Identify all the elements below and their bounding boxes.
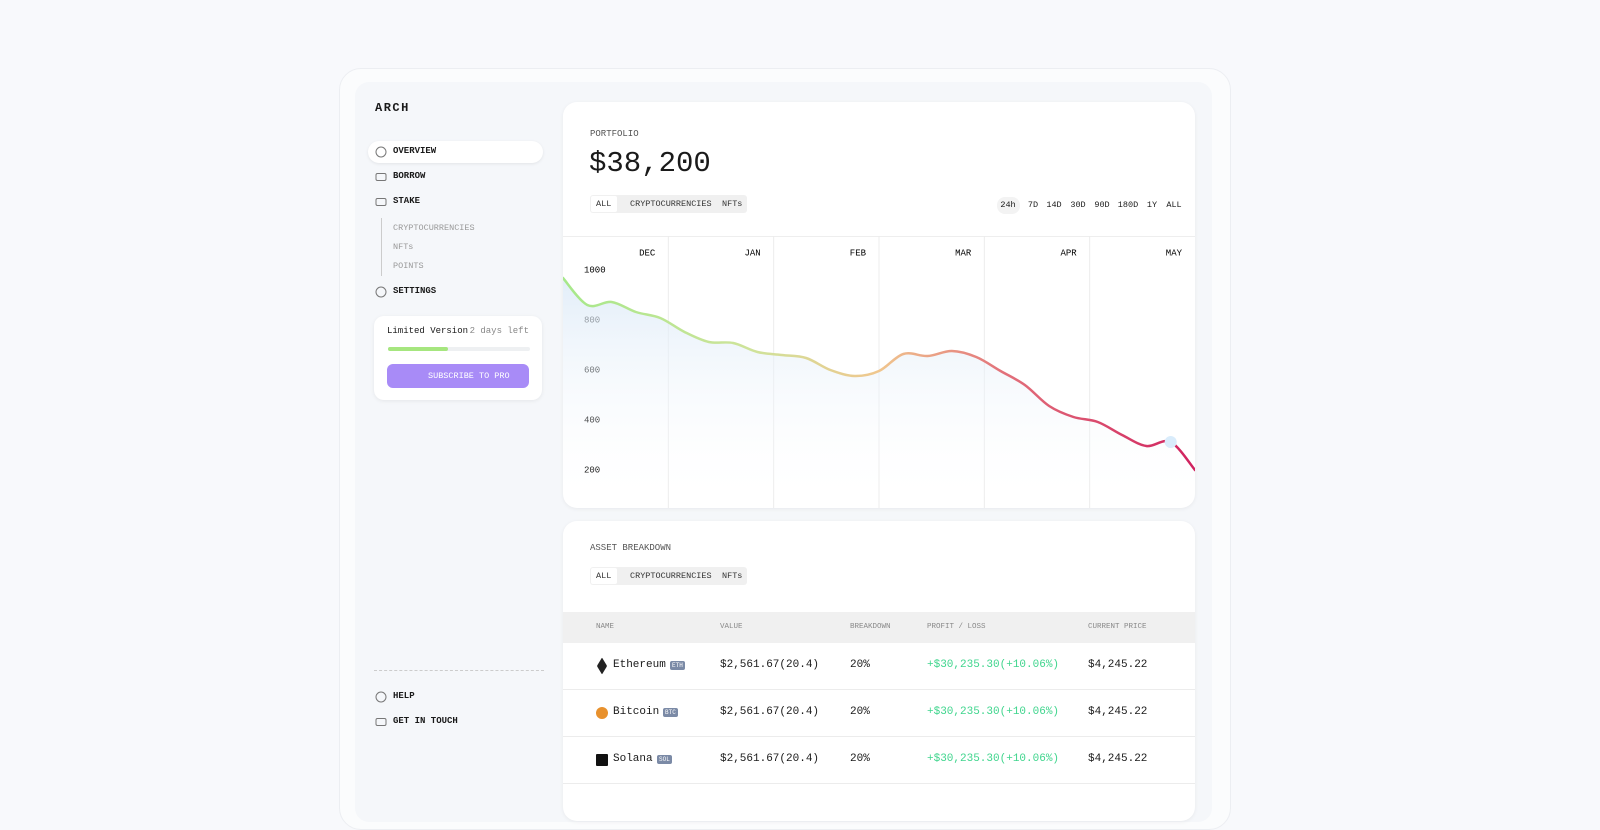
filter-tab[interactable]: NFTs — [722, 199, 743, 209]
table-header: VALUE — [720, 623, 743, 631]
filter-tab[interactable]: CRYPTOCURRENCIES — [630, 571, 712, 581]
filter-bar — [590, 195, 747, 213]
section-label: PORTFOLIO — [590, 129, 639, 139]
x-tick-label: JAN — [744, 248, 760, 258]
icon-shape — [375, 198, 387, 206]
nav-active-bg — [368, 141, 543, 163]
app: ARCH OVERVIEW BORROW STAKE CRYPTOCURRENCIES N… — [339, 68, 1231, 830]
x-tick-label: MAR — [955, 248, 972, 258]
asset-breakdown: 20% — [850, 659, 870, 671]
portfolio-chart: DECJANFEBMARAPRMAY2004006008001000 — [563, 236, 1195, 508]
nav-item[interactable]: HELP — [393, 691, 415, 701]
page: ARCH OVERVIEW BORROW STAKE CRYPTOCURRENCIES N… — [339, 68, 1231, 830]
table-row-divider — [563, 689, 1195, 690]
hover-point — [1164, 436, 1177, 448]
sub-nav-item[interactable]: NFTs — [393, 242, 414, 252]
coin-icon — [596, 707, 608, 719]
icon-shape — [375, 718, 387, 726]
progress-fill — [388, 347, 448, 351]
icon — [375, 691, 387, 703]
sidebar-divider — [374, 670, 544, 671]
line — [563, 276, 1195, 472]
range-tab[interactable]: 14D — [1046, 200, 1062, 210]
range-tab[interactable]: 90D — [1094, 200, 1110, 210]
asset-price: $4,245.22 — [1088, 753, 1148, 765]
asset-breakdown: 20% — [850, 753, 870, 765]
table-row-divider — [563, 783, 1195, 784]
asset-card — [563, 521, 1195, 821]
icon-shape — [375, 146, 387, 158]
brand: ARCH — [375, 101, 410, 115]
ticker-badge: BTC — [663, 708, 678, 717]
icon — [375, 146, 387, 158]
range-tab[interactable]: ALL — [1166, 200, 1182, 210]
filter-active — [591, 568, 617, 584]
range-tab[interactable]: 30D — [1070, 200, 1086, 210]
range-tab[interactable]: 24h — [1000, 200, 1016, 210]
sub-nav-item[interactable]: CRYPTOCURRENCIES — [393, 223, 475, 233]
asset-price: $4,245.22 — [1088, 659, 1148, 671]
coin-icon — [596, 754, 608, 766]
table-header: NAME — [596, 623, 615, 631]
subscribe-button[interactable] — [387, 364, 529, 388]
icon — [375, 198, 387, 206]
table-header-bg — [563, 612, 1195, 643]
asset-breakdown: 20% — [850, 706, 870, 718]
asset-name: Solana — [613, 753, 653, 765]
asset-price: $4,245.22 — [1088, 706, 1148, 718]
range-tab[interactable]: 7D — [1027, 200, 1039, 210]
filter-tab[interactable]: ALL — [596, 571, 612, 581]
filter-tab[interactable]: ALL — [596, 199, 612, 209]
icon — [375, 173, 387, 181]
nav-item[interactable]: STAKE — [393, 196, 421, 206]
icon-shape — [375, 286, 387, 298]
asset-value: $2,561.67(20.4) — [720, 659, 820, 671]
filter-tab[interactable]: CRYPTOCURRENCIES — [630, 199, 712, 209]
sub-nav-item[interactable]: POINTS — [393, 261, 424, 271]
asset-value: $2,561.67(20.4) — [720, 753, 820, 765]
x-tick-label: DEC — [639, 248, 656, 258]
table-header: BREAKDOWN — [850, 623, 891, 631]
icon — [375, 718, 387, 726]
range-tab[interactable]: 180D — [1117, 200, 1139, 210]
asset-profit: +$30,235.30(+10.06%) — [927, 753, 1060, 765]
promo-title: Limited Version — [387, 326, 469, 336]
nav-item[interactable]: OVERVIEW — [393, 146, 437, 156]
asset-name: Ethereum — [613, 659, 666, 671]
asset-name: Bitcoin — [613, 706, 660, 718]
ticker-badge: SOL — [657, 755, 672, 764]
portfolio-value: $38,200 — [589, 147, 711, 180]
filter-active — [591, 196, 617, 212]
asset-profit: +$30,235.30(+10.06%) — [927, 659, 1060, 671]
asset-value: $2,561.67(20.4) — [720, 706, 820, 718]
nav-item[interactable]: SETTINGS — [393, 286, 437, 296]
asset-profit: +$30,235.30(+10.06%) — [927, 706, 1060, 718]
subscribe-label[interactable]: SUBSCRIBE TO PRO — [428, 371, 510, 381]
nav-item[interactable]: BORROW — [393, 171, 426, 181]
ticker-badge: ETH — [670, 661, 685, 670]
sub-rail — [381, 218, 382, 276]
nav-item[interactable]: GET IN TOUCH — [393, 716, 458, 726]
x-tick-label: MAY — [1166, 248, 1183, 258]
promo-days: 2 days left — [469, 326, 529, 336]
table-row-divider — [563, 736, 1195, 737]
section-label: ASSET BREAKDOWN — [590, 543, 672, 553]
icon — [375, 286, 387, 298]
filter-bar — [590, 567, 747, 585]
icon-shape — [375, 691, 387, 703]
table-header: PROFIT / LOSS — [927, 623, 986, 631]
y-tick-label: 1000 — [584, 265, 606, 275]
line-area — [563, 278, 1195, 508]
x-tick-label: FEB — [850, 248, 867, 258]
filter-tab[interactable]: NFTs — [722, 571, 743, 581]
x-tick-label: APR — [1060, 248, 1077, 258]
icon-shape — [375, 173, 387, 181]
range-tab[interactable]: 1Y — [1146, 200, 1158, 210]
table-header: CURRENT PRICE — [1088, 623, 1147, 631]
range-active — [997, 197, 1020, 214]
progress-track — [388, 347, 530, 351]
